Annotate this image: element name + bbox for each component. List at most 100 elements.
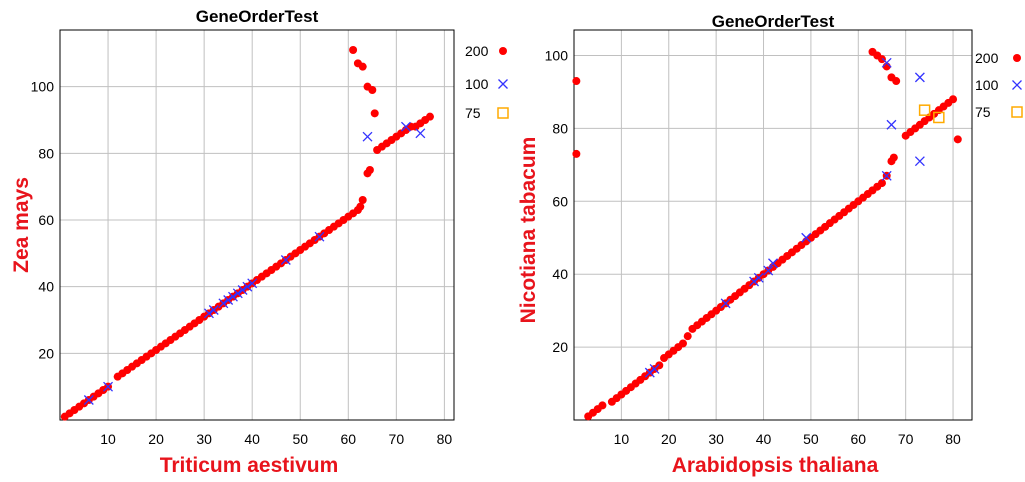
data-point — [349, 46, 358, 54]
chart-1: 10 20 30 40 50 60 70 80 20 40 60 80 100 GeneOrderTest… — [10, 7, 509, 477]
data-point — [720, 298, 731, 309]
data-point — [280, 255, 291, 265]
data-point — [400, 121, 411, 132]
data-point — [1012, 80, 1022, 90]
y-tick-label: 100 — [31, 79, 55, 95]
y-tick-label: 20 — [38, 345, 54, 361]
data-point — [218, 298, 229, 309]
data-point — [572, 77, 581, 86]
plot-area — [573, 29, 973, 421]
x-tick-label: 40 — [756, 431, 772, 447]
y-tick-label: 40 — [552, 266, 568, 282]
data-point — [598, 401, 607, 410]
data-point — [314, 231, 325, 242]
x-tick-label: 80 — [945, 431, 961, 447]
legend-label: 75 — [975, 104, 991, 120]
x-tick-label: 60 — [341, 431, 357, 447]
plot-border — [573, 29, 973, 421]
data-point — [1013, 54, 1021, 62]
data-point — [768, 258, 778, 269]
data-point — [886, 119, 897, 130]
x-tick-label: 60 — [850, 431, 866, 447]
data-point — [498, 79, 508, 89]
data-point — [649, 364, 660, 374]
data-point — [242, 281, 253, 292]
data-point — [914, 72, 925, 83]
x-tick-label: 30 — [708, 431, 724, 447]
data-point — [953, 135, 962, 144]
x-tick-label: 80 — [437, 431, 453, 447]
data-point — [203, 308, 214, 319]
data-point — [358, 196, 367, 204]
data-point — [949, 95, 958, 104]
x-tick-label: 70 — [898, 431, 914, 447]
data-point — [801, 232, 812, 243]
y-tick-label: 80 — [552, 120, 568, 136]
data-point — [415, 128, 426, 139]
y-tick-label: 60 — [38, 212, 54, 228]
data-point — [228, 291, 238, 302]
data-point — [889, 153, 898, 162]
x-tick-label: 30 — [196, 431, 212, 447]
data-point — [877, 55, 886, 64]
data-point — [749, 276, 760, 287]
x-axis-label: Arabidopsis thaliana — [672, 454, 879, 477]
legend-label: 75 — [465, 105, 481, 121]
data-point — [499, 47, 507, 55]
plot-area — [59, 29, 455, 421]
y-tick-label: 20 — [552, 339, 568, 355]
data-point — [678, 339, 687, 348]
data-point — [232, 288, 243, 299]
data-point — [223, 295, 234, 305]
data-point — [362, 131, 373, 142]
data-point — [365, 166, 374, 174]
plot-border — [59, 29, 455, 421]
legend-label: 200 — [975, 50, 999, 66]
data-point — [356, 202, 365, 211]
series-100 — [83, 121, 426, 405]
data-point — [83, 395, 94, 405]
data-point — [753, 272, 764, 283]
legend: 200 100 75 — [465, 43, 509, 121]
series-100 — [644, 57, 925, 378]
x-axis-label: Triticum aestivum — [160, 454, 339, 477]
x-tick-label: 20 — [148, 431, 164, 447]
data-point — [918, 104, 931, 116]
series-75 — [918, 104, 945, 124]
data-point — [103, 381, 114, 392]
y-axis-label: Nicotiana tabacum — [517, 137, 540, 324]
y-tick-label: 60 — [552, 193, 568, 209]
x-tick-label: 10 — [100, 431, 116, 447]
x-tick-label: 70 — [389, 431, 405, 447]
data-point — [358, 62, 367, 71]
chart-title: GeneOrderTest — [712, 12, 835, 31]
legend: 200 100 75 — [975, 50, 1023, 120]
chart-2: 10 20 30 40 50 60 70 80 20 40 60 80 100 GeneOrderTest… — [517, 12, 1023, 477]
x-tick-label: 50 — [803, 431, 819, 447]
data-point — [1011, 106, 1023, 118]
x-tick-label: 10 — [614, 431, 630, 447]
y-tick-label: 40 — [38, 279, 54, 295]
y-tick-label: 80 — [38, 145, 54, 161]
data-point — [763, 265, 774, 276]
data-point — [425, 112, 434, 121]
data-point — [683, 332, 692, 341]
data-point — [655, 361, 664, 370]
y-tick-label: 100 — [545, 48, 569, 64]
data-point — [368, 86, 377, 94]
legend-label: 100 — [465, 76, 489, 92]
data-point — [247, 278, 258, 289]
data-point — [497, 107, 509, 119]
data-point — [881, 57, 892, 68]
x-tick-label: 50 — [292, 431, 308, 447]
data-point — [237, 285, 248, 295]
data-point — [933, 111, 945, 124]
data-point — [644, 367, 655, 378]
chart-title: GeneOrderTest — [196, 7, 319, 26]
data-point — [881, 170, 892, 181]
x-tick-label: 40 — [244, 431, 260, 447]
data-point — [914, 156, 925, 167]
x-tick-label: 20 — [661, 431, 677, 447]
